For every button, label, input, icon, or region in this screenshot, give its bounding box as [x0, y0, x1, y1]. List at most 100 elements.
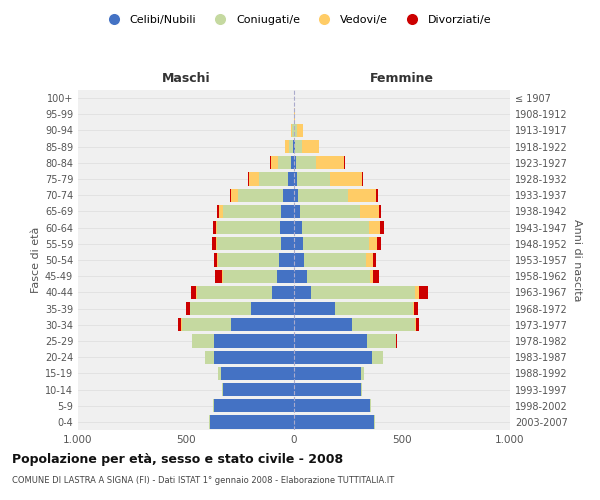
Bar: [362, 172, 363, 186]
Bar: [214, 350, 294, 364]
Bar: [316, 156, 344, 170]
Bar: [304, 254, 367, 266]
Bar: [373, 270, 379, 283]
Bar: [270, 156, 271, 170]
Bar: [294, 140, 295, 153]
Bar: [217, 221, 280, 234]
Bar: [294, 205, 301, 218]
Bar: [216, 237, 217, 250]
Bar: [223, 270, 277, 283]
Bar: [395, 334, 396, 347]
Bar: [335, 302, 413, 315]
Bar: [352, 318, 415, 332]
Bar: [370, 399, 371, 412]
Bar: [278, 156, 291, 170]
Bar: [286, 140, 289, 153]
Bar: [214, 334, 294, 347]
Bar: [196, 286, 197, 299]
Bar: [348, 188, 376, 202]
Bar: [372, 350, 383, 364]
Bar: [294, 350, 372, 364]
Bar: [377, 237, 382, 250]
Bar: [283, 188, 294, 202]
Bar: [367, 254, 373, 266]
Bar: [291, 156, 294, 170]
Bar: [329, 172, 362, 186]
Bar: [230, 188, 232, 202]
Text: Popolazione per età, sesso e stato civile - 2008: Popolazione per età, sesso e stato civil…: [12, 452, 343, 466]
Bar: [294, 383, 361, 396]
Bar: [295, 124, 296, 137]
Bar: [223, 205, 281, 218]
Bar: [360, 205, 379, 218]
Bar: [232, 188, 238, 202]
Bar: [218, 254, 279, 266]
Bar: [302, 140, 319, 153]
Bar: [187, 302, 190, 315]
Bar: [271, 156, 278, 170]
Bar: [307, 270, 370, 283]
Bar: [294, 366, 361, 380]
Bar: [293, 140, 294, 153]
Bar: [415, 286, 419, 299]
Bar: [294, 172, 297, 186]
Bar: [368, 221, 380, 234]
Bar: [287, 172, 294, 186]
Bar: [279, 254, 294, 266]
Bar: [302, 221, 368, 234]
Bar: [251, 302, 294, 315]
Bar: [280, 221, 294, 234]
Bar: [210, 416, 294, 428]
Bar: [367, 334, 395, 347]
Bar: [213, 399, 214, 412]
Bar: [294, 237, 302, 250]
Bar: [379, 205, 382, 218]
Bar: [217, 205, 220, 218]
Bar: [294, 188, 298, 202]
Bar: [413, 302, 414, 315]
Bar: [272, 286, 294, 299]
Bar: [296, 156, 316, 170]
Bar: [361, 366, 364, 380]
Bar: [294, 270, 307, 283]
Bar: [311, 286, 415, 299]
Bar: [238, 188, 283, 202]
Bar: [214, 254, 217, 266]
Text: COMUNE DI LASTRA A SIGNA (FI) - Dati ISTAT 1° gennaio 2008 - Elaborazione TUTTIT: COMUNE DI LASTRA A SIGNA (FI) - Dati IST…: [12, 476, 394, 485]
Bar: [193, 334, 214, 347]
Bar: [209, 416, 210, 428]
Bar: [214, 399, 294, 412]
Bar: [191, 286, 196, 299]
Bar: [301, 205, 360, 218]
Bar: [232, 318, 294, 332]
Bar: [217, 237, 281, 250]
Bar: [221, 366, 294, 380]
Bar: [221, 383, 223, 396]
Bar: [374, 416, 375, 428]
Bar: [298, 188, 348, 202]
Bar: [277, 270, 294, 283]
Bar: [294, 318, 352, 332]
Bar: [294, 334, 367, 347]
Bar: [344, 156, 345, 170]
Bar: [373, 254, 376, 266]
Text: Femmine: Femmine: [370, 72, 434, 85]
Bar: [217, 254, 218, 266]
Bar: [212, 237, 216, 250]
Bar: [376, 188, 378, 202]
Bar: [380, 221, 383, 234]
Bar: [294, 156, 296, 170]
Bar: [213, 221, 216, 234]
Bar: [416, 318, 419, 332]
Bar: [216, 221, 217, 234]
Bar: [302, 237, 368, 250]
Bar: [296, 124, 303, 137]
Bar: [248, 172, 259, 186]
Bar: [281, 205, 294, 218]
Legend: Celibi/Nubili, Coniugati/e, Vedovi/e, Divorziati/e: Celibi/Nubili, Coniugati/e, Vedovi/e, Di…: [98, 10, 496, 29]
Bar: [223, 383, 294, 396]
Bar: [295, 140, 302, 153]
Bar: [205, 350, 214, 364]
Bar: [218, 366, 221, 380]
Text: Maschi: Maschi: [161, 72, 211, 85]
